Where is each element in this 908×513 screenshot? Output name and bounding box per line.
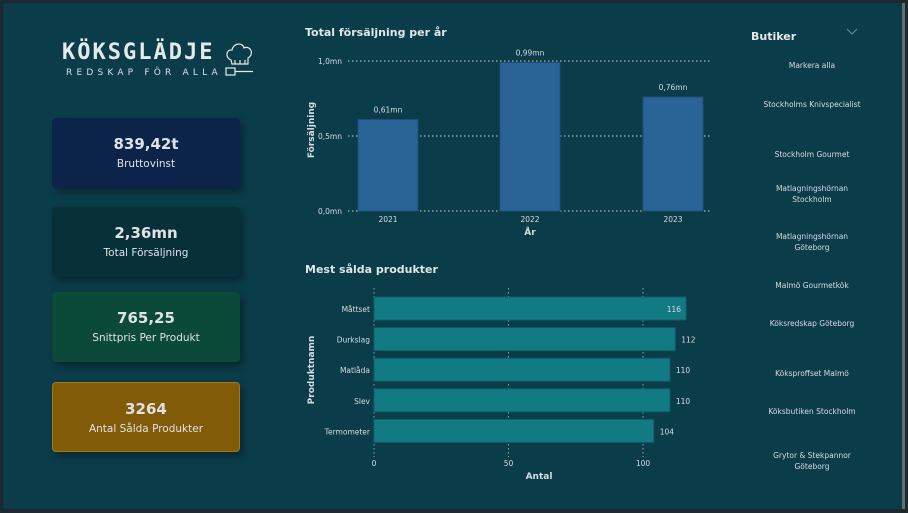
kpi-label: Total Försäljning (103, 247, 189, 259)
y-axis-title: Produktnamn (307, 336, 317, 405)
slicer-item[interactable]: Matlagningshörnan Stockholm (775, 184, 849, 204)
data-label: 110 (676, 366, 691, 375)
y-tick-label: Durkslag (337, 336, 371, 345)
slicer-item[interactable]: Markera alla (788, 61, 836, 70)
data-label: 0,76mn (659, 83, 688, 92)
kpi-value: 2,36mn (114, 224, 178, 242)
slicer-item[interactable]: Grytor & Stekpannor Göteborg (773, 451, 851, 471)
slicer-item[interactable]: Stockholms Knivspecialist (763, 100, 861, 109)
x-tick-label: 2023 (663, 215, 682, 224)
x-tick-label: 2022 (520, 215, 539, 224)
products-chart-title: Mest sålda produkter (305, 263, 438, 276)
bar (499, 62, 561, 212)
slicer-item[interactable]: Köksproffset Malmö (775, 369, 849, 378)
slicer-item[interactable]: Matlagningshörnan Göteborg (775, 232, 849, 252)
data-label: 112 (681, 336, 696, 345)
slicer-item[interactable]: Malmö Gourmetkök (775, 281, 849, 290)
y-tick-label: Termometer (324, 427, 371, 436)
x-axis-title: År (524, 227, 536, 238)
bar (373, 296, 687, 321)
kpi-card: 839,42t Bruttovinst (52, 118, 240, 188)
y-tick-label: 1,0mn (318, 57, 342, 66)
kpi-label: Bruttovinst (116, 158, 176, 170)
bar (373, 418, 655, 443)
slicer-item[interactable]: Köksbutiken Stockholm (768, 407, 856, 416)
y-tick-label: Slev (354, 397, 370, 406)
x-tick-label: 100 (636, 459, 651, 468)
y-tick-label: Matlåda (340, 366, 370, 375)
data-label: 116 (667, 305, 682, 314)
y-tick-label: 0,5mn (318, 132, 342, 141)
slicer-title: Butiker (751, 30, 797, 43)
top-products-chart: 0 50 100 Måttset 116 Durkslag 112 Matlåda 110 Sle… (307, 288, 696, 482)
logo-subtitle: REDSKAP FÖR ALLA (66, 68, 222, 78)
x-tick-label: 50 (504, 459, 514, 468)
bar (357, 119, 419, 212)
kpi-value: 3264 (125, 400, 167, 418)
y-axis-title: Försäljning (307, 102, 317, 158)
bar (373, 357, 671, 382)
scrollbar[interactable] (902, 3, 905, 509)
data-label: 110 (676, 397, 691, 406)
slicer-item[interactable]: Köksredskap Göteborg (769, 319, 855, 328)
chevron-down-icon[interactable] (846, 28, 858, 36)
x-tick-label: 2021 (378, 215, 397, 224)
kpi-label: Snittpris Per Produkt (92, 332, 200, 344)
data-label: 0,61mn (374, 106, 403, 115)
bar (373, 327, 676, 352)
bar (373, 388, 671, 413)
data-label: 104 (660, 427, 675, 436)
logo: KÖKSGLÄDJE REDSKAP FÖR ALLA (60, 40, 260, 85)
data-label: 0,99mn (516, 49, 545, 58)
bar (642, 96, 704, 212)
sales-chart-title: Total försäljning per år (305, 26, 447, 39)
x-tick-label: 0 (372, 459, 377, 468)
kpi-card: 765,25 Snittpris Per Produkt (52, 292, 240, 362)
chef-hat-icon (225, 43, 253, 76)
slicer-item[interactable]: Stockholm Gourmet (774, 150, 850, 159)
logo-title: KÖKSGLÄDJE (62, 40, 215, 65)
kpi-card: 3264 Antal Sålda Produkter (52, 382, 240, 452)
sales-per-year-chart: 0,0mn 0,5mn 1,0mn 0,61mn 2021 0,99mn 2022 0,76m… (307, 49, 712, 238)
y-tick-label: Måttset (342, 305, 370, 314)
kpi-label: Antal Sålda Produkter (88, 423, 204, 435)
kpi-card: 2,36mn Total Försäljning (52, 207, 240, 277)
x-axis-title: Antal (526, 472, 553, 482)
kpi-value: 765,25 (117, 309, 175, 327)
y-tick-label: 0,0mn (318, 207, 342, 216)
kpi-value: 839,42t (113, 135, 179, 153)
